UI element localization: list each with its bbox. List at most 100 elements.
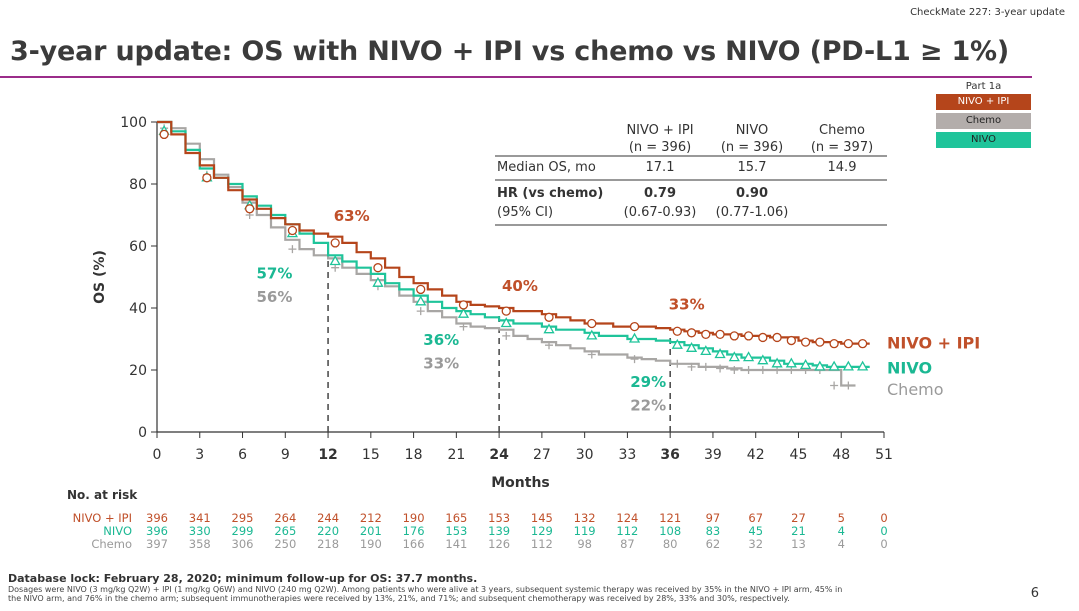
at-risk-value: 0 bbox=[880, 537, 887, 551]
stats-table: NIVO + IPI (n = 396) NIVO (n = 396) Chemo (n … bbox=[495, 123, 887, 226]
censor-mark bbox=[686, 328, 697, 338]
y-axis-label: OS (%) bbox=[92, 250, 108, 304]
censor-mark bbox=[786, 335, 796, 346]
x-tick-label: 21 bbox=[447, 447, 465, 463]
stats-cell: 17.1 bbox=[646, 160, 675, 175]
censor-mark bbox=[758, 332, 768, 343]
x-tick-label: 18 bbox=[405, 447, 423, 463]
at-risk-value: 201 bbox=[360, 524, 382, 538]
at-risk-title: No. at risk bbox=[67, 488, 138, 502]
x-axis-label: Months bbox=[491, 475, 550, 491]
stats-cell: 15.7 bbox=[738, 160, 767, 175]
censor-mark bbox=[245, 204, 255, 214]
stats-col-n: (n = 397) bbox=[811, 140, 873, 155]
at-risk-value: 108 bbox=[659, 524, 681, 538]
chart-annotations: 63% 57% 56% 40% 36% 33% 33% 29% 22% NIVO + IPI NIV… bbox=[257, 207, 981, 414]
at-risk-label-nivo-ipi: NIVO + IPI bbox=[73, 511, 132, 525]
at-risk-value: 21 bbox=[791, 524, 806, 538]
at-risk-label-chemo: Chemo bbox=[91, 537, 132, 551]
censor-mark bbox=[757, 354, 769, 365]
censor-mark bbox=[416, 284, 426, 295]
at-risk-value: 13 bbox=[791, 537, 806, 551]
censor-mark bbox=[687, 362, 696, 371]
at-risk-value: 132 bbox=[574, 511, 596, 525]
at-risk-value: 0 bbox=[880, 524, 887, 538]
censor-mark bbox=[202, 173, 212, 183]
at-risk-value: 218 bbox=[317, 537, 339, 551]
at-risk-value: 145 bbox=[531, 511, 553, 525]
legend-item-chemo: Chemo bbox=[936, 113, 1031, 129]
censor-mark bbox=[671, 338, 683, 349]
censor-mark bbox=[372, 276, 384, 287]
censor-mark bbox=[288, 245, 297, 254]
censor-mark bbox=[829, 338, 839, 349]
end-label-nivo-ipi: NIVO + IPI bbox=[887, 334, 980, 353]
censor-mark bbox=[743, 331, 754, 341]
censor-mark bbox=[828, 360, 840, 371]
censor-mark bbox=[742, 351, 755, 362]
landmark-label-nivo-ipi: 40% bbox=[502, 277, 538, 295]
at-risk-label-nivo: NIVO bbox=[103, 524, 132, 538]
stats-row-label: HR (vs chemo) bbox=[497, 186, 603, 201]
censor-mark bbox=[842, 360, 854, 371]
at-risk-value: 32 bbox=[748, 537, 763, 551]
x-tick-label: 24 bbox=[489, 447, 509, 463]
landmark-label-nivo-ipi: 33% bbox=[669, 296, 705, 314]
x-tick-label: 45 bbox=[790, 447, 808, 463]
legend-item-nivo-ipi: NIVO + IPI bbox=[936, 94, 1031, 110]
y-tick-label: 40 bbox=[129, 301, 147, 317]
censor-mark bbox=[701, 329, 711, 340]
at-risk-value: 153 bbox=[445, 524, 467, 538]
at-risk-value: 126 bbox=[488, 537, 510, 551]
censor-mark bbox=[814, 360, 826, 371]
censor-mark bbox=[830, 381, 839, 390]
legend-item-nivo: NIVO bbox=[936, 132, 1031, 148]
at-risk-value: 295 bbox=[232, 511, 254, 525]
y-tick-label: 100 bbox=[120, 115, 147, 131]
censor-mark bbox=[587, 318, 597, 329]
x-tick-label: 48 bbox=[832, 447, 850, 463]
at-risk-value: 397 bbox=[146, 537, 168, 551]
at-risk-value: 250 bbox=[274, 537, 296, 551]
footer-dosage-line-1: Dosages were NIVO (3 mg/kg Q2W) + IPI (1… bbox=[8, 585, 843, 594]
legend: Part 1a NIVO + IPI Chemo NIVO bbox=[936, 79, 1031, 151]
censor-mark bbox=[628, 332, 641, 343]
landmark-label-nivo-ipi: 63% bbox=[334, 207, 370, 225]
censor-mark bbox=[772, 332, 782, 343]
at-risk-value: 212 bbox=[360, 511, 382, 525]
stats-col-n: (n = 396) bbox=[721, 140, 783, 155]
at-risk-value: 121 bbox=[659, 511, 681, 525]
at-risk-value: 112 bbox=[616, 524, 638, 538]
at-risk-value: 358 bbox=[189, 537, 211, 551]
censor-mark bbox=[728, 351, 740, 362]
landmark-label-chemo: 22% bbox=[630, 396, 666, 414]
censor-mark bbox=[330, 238, 340, 248]
stats-col-header: NIVO + IPI bbox=[626, 123, 693, 138]
curve-nivo-ipi bbox=[157, 120, 870, 345]
y-tick-label: 60 bbox=[129, 239, 147, 255]
censor-mark bbox=[843, 338, 854, 349]
at-risk-value: 330 bbox=[189, 524, 211, 538]
y-tick-label: 0 bbox=[138, 425, 147, 441]
footer-database-lock: Database lock: February 28, 2020; minimu… bbox=[8, 572, 478, 585]
landmark-label-chemo: 56% bbox=[257, 288, 293, 306]
at-risk-value: 97 bbox=[706, 511, 721, 525]
censor-mark bbox=[457, 307, 470, 318]
censor-mark bbox=[500, 317, 512, 328]
censor-mark bbox=[758, 366, 767, 374]
at-risk-value: 153 bbox=[488, 511, 510, 525]
censor-mark bbox=[714, 348, 726, 359]
censor-mark bbox=[785, 357, 797, 368]
at-risk-value: 119 bbox=[574, 524, 596, 538]
page-title: 3-year update: OS with NIVO + IPI vs che… bbox=[10, 36, 1010, 67]
stats-cell: (0.77-1.06) bbox=[716, 205, 789, 220]
legend-header: Part 1a bbox=[965, 81, 1002, 92]
x-tick-label: 9 bbox=[281, 447, 290, 463]
at-risk-value: 264 bbox=[274, 511, 296, 525]
stats-cell: 0.90 bbox=[736, 186, 768, 201]
at-risk-value: 244 bbox=[317, 511, 339, 525]
at-risk-value: 62 bbox=[706, 537, 721, 551]
censor-mark bbox=[730, 366, 739, 374]
